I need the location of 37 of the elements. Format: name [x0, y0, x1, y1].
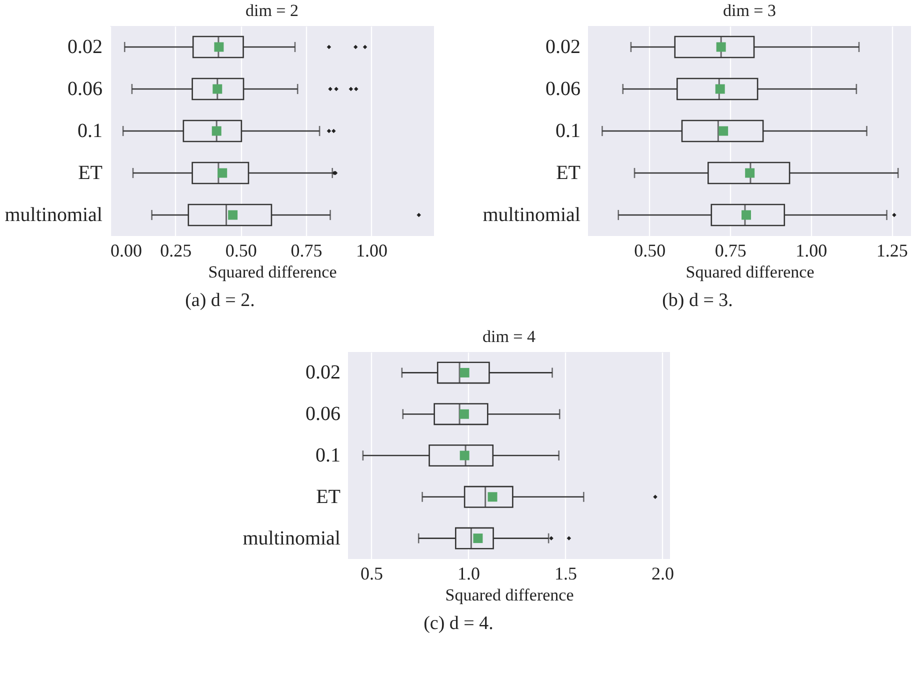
y-tick-label: 0.1	[315, 444, 340, 466]
y-tick-label: multinomial	[482, 204, 581, 226]
y-tick-label: 0.1	[78, 120, 102, 142]
x-tick-label: 1.25	[876, 240, 908, 260]
x-tick-label: 0.75	[714, 240, 746, 260]
y-tick-label: 0.06	[305, 403, 340, 426]
x-tick-label: 0.25	[160, 240, 192, 260]
y-tick-label: 0.02	[305, 362, 340, 384]
y-tick-label: 0.02	[546, 36, 580, 58]
x-tick-label: 2.0	[650, 564, 674, 584]
x-axis-title: Squared difference	[208, 262, 337, 282]
y-tick-label: ET	[78, 162, 102, 184]
chart-title: dim = 3	[722, 1, 776, 20]
y-tick-label: multinomial	[242, 527, 340, 550]
text: (b) d = 3.	[662, 290, 733, 312]
chart-title: dim = 2	[245, 1, 299, 20]
x-tick-label: 1.00	[356, 240, 388, 260]
x-tick-label: 0.75	[290, 240, 322, 260]
chart-title: dim = 4	[482, 327, 536, 346]
y-tick-label: 0.06	[68, 78, 102, 100]
x-tick-label: 0.5	[360, 564, 383, 584]
y-tick-label: multinomial	[4, 204, 103, 226]
x-axis-title: Squared difference	[444, 586, 574, 604]
y-tick-label: 0.06	[546, 78, 580, 100]
x-tick-label: 1.0	[457, 564, 480, 584]
x-tick-label: 0.50	[634, 240, 666, 260]
text: (c) d = 4.	[424, 613, 494, 635]
y-tick-label: ET	[316, 486, 340, 508]
y-tick-label: 0.02	[68, 36, 102, 58]
x-axis-title: Squared difference	[686, 262, 814, 282]
x-tick-label: 1.5	[554, 564, 577, 584]
text: (a) d = 2.	[185, 290, 255, 312]
y-tick-label: ET	[556, 162, 580, 184]
x-tick-label: 0.00	[110, 240, 142, 260]
y-tick-label: 0.1	[556, 120, 580, 142]
x-tick-label: 0.50	[225, 240, 257, 260]
x-tick-label: 1.00	[796, 240, 828, 260]
